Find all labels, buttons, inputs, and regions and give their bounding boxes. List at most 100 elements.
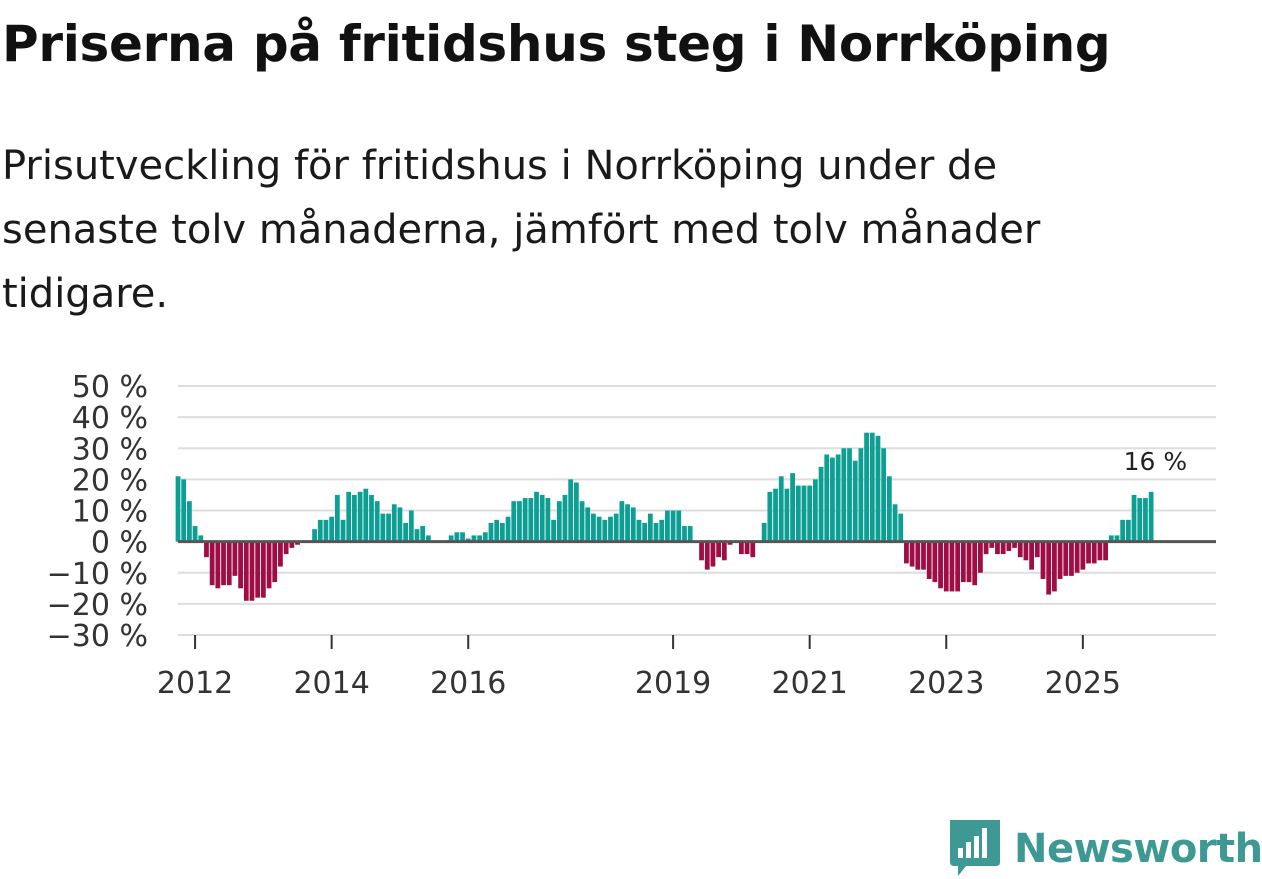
bar: [676, 510, 682, 542]
bar: [591, 513, 596, 542]
bar: [1023, 541, 1029, 561]
last-value-label: 16 %: [1124, 447, 1188, 476]
bar: [659, 519, 665, 542]
bar: [363, 488, 369, 542]
bar: [403, 522, 409, 542]
y-tick-label: 0 %: [91, 526, 148, 561]
bar: [460, 532, 465, 542]
y-tick-label: 40 %: [72, 401, 148, 436]
bar: [909, 541, 915, 567]
bar: [454, 532, 460, 542]
bar: [613, 513, 619, 542]
bar: [391, 504, 397, 542]
bar: [949, 541, 955, 592]
bar: [750, 541, 756, 558]
bar: [1074, 541, 1080, 573]
bar: [477, 535, 483, 542]
bar: [226, 541, 232, 586]
bar: [1017, 541, 1023, 558]
bar: [869, 432, 875, 542]
bar: [556, 501, 562, 542]
bar: [579, 501, 585, 542]
bar: [744, 541, 750, 555]
y-axis-ticks: 50 %40 %30 %20 %10 %0 %−10 %−20 %−30 %: [47, 370, 148, 654]
bar: [978, 541, 983, 573]
bar: [1148, 491, 1154, 542]
bar: [1103, 541, 1108, 561]
y-tick-label: −30 %: [47, 619, 148, 654]
bar: [858, 448, 864, 542]
bar: [278, 541, 283, 567]
bar: [932, 541, 938, 583]
chart-subtitle: Prisutveckling för fritidshus i Norrköpi…: [2, 143, 1041, 317]
bar: [665, 510, 670, 542]
bar: [704, 541, 710, 570]
bar-chart: 50 %40 %30 %20 %10 %0 %−10 %−20 %−30 % 2…: [47, 370, 1216, 701]
y-tick-label: 10 %: [72, 495, 148, 530]
bar: [608, 516, 613, 542]
y-tick-label: 20 %: [72, 463, 148, 498]
bar: [562, 494, 568, 542]
bar: [1086, 541, 1091, 564]
bar: [1069, 541, 1074, 576]
bar: [522, 498, 528, 542]
bar: [892, 504, 898, 542]
bar: [221, 541, 226, 586]
bar: [1143, 498, 1148, 542]
bar: [972, 541, 978, 586]
bar: [243, 541, 249, 601]
bar: [1040, 541, 1046, 579]
bar: [778, 476, 784, 542]
bar: [653, 522, 659, 542]
bar: [397, 507, 403, 542]
bar: [249, 541, 255, 601]
bar: [841, 448, 847, 542]
bar: [1029, 541, 1035, 570]
bar: [471, 535, 477, 542]
bar: [374, 501, 380, 542]
bar: [585, 507, 591, 542]
bar: [966, 541, 972, 583]
bar: [1063, 541, 1069, 576]
bar: [528, 498, 534, 542]
annotation: 16 %: [1124, 447, 1188, 476]
bar: [1012, 541, 1017, 548]
bar: [1108, 535, 1114, 542]
bar: [943, 541, 949, 592]
bar: [1057, 541, 1063, 579]
bar: [682, 526, 687, 542]
bar: [784, 488, 790, 542]
bar: [875, 435, 881, 542]
bar: [317, 519, 323, 542]
bar: [721, 541, 727, 561]
bar: [687, 526, 693, 542]
bar: [204, 541, 209, 558]
bar: [323, 519, 329, 542]
bar: [545, 498, 551, 542]
bar: [289, 541, 295, 548]
bar: [1034, 541, 1040, 558]
x-tick-label: 2023: [908, 666, 984, 701]
bar: [938, 541, 943, 589]
bar: [926, 541, 932, 579]
gridlines: [178, 385, 1216, 636]
bar: [716, 541, 722, 558]
bar: [386, 513, 391, 542]
bar: [852, 460, 858, 542]
bar: [192, 526, 198, 542]
bar: [995, 541, 1000, 555]
bar: [1080, 541, 1086, 570]
bar: [283, 541, 289, 555]
bar: [818, 466, 824, 542]
bar: [255, 541, 261, 598]
bar: [175, 476, 181, 542]
bar: [921, 541, 926, 570]
bar: [738, 541, 744, 555]
bar: [824, 454, 830, 542]
bar: [488, 522, 494, 542]
bar: [238, 541, 243, 589]
bar: [312, 529, 317, 542]
bar: [295, 541, 300, 545]
y-tick-label: 30 %: [72, 432, 148, 467]
newsworthy-logo: Newsworthy: [950, 819, 1262, 879]
